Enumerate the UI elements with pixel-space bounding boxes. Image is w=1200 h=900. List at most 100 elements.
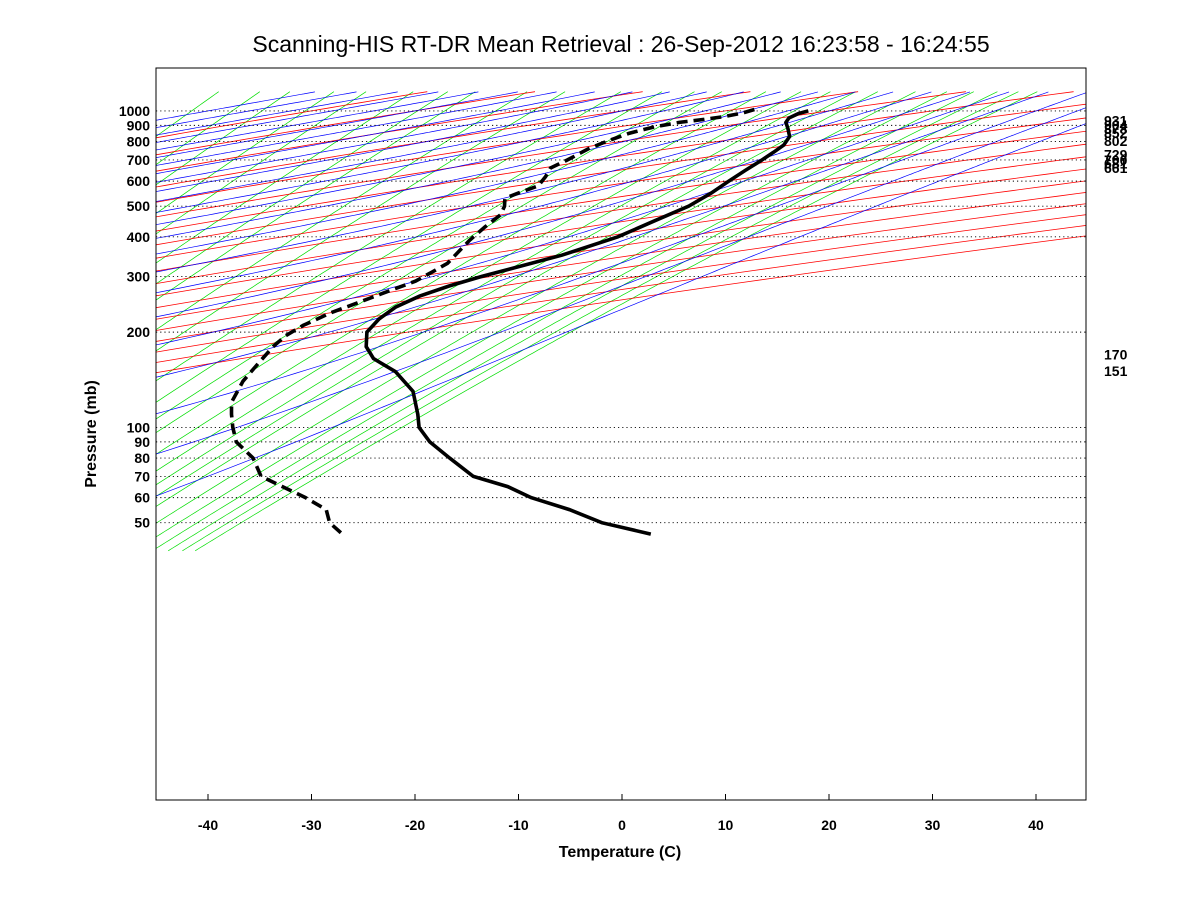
right-pressure-label: 170 (1104, 346, 1128, 362)
mixing-ratio-line (195, 91, 1038, 552)
dry-adiabat-line (156, 192, 1086, 331)
moist-adiabat-line (156, 91, 818, 239)
mixing-ratio-line (156, 91, 802, 472)
x-tick-label: -40 (198, 817, 218, 833)
moist-adiabat-line (156, 91, 633, 183)
dry-adiabat-line (156, 91, 859, 203)
x-tick-label: 0 (618, 817, 626, 833)
right-pressure-label: 904 (1104, 117, 1128, 133)
y-tick-label: 400 (127, 229, 151, 245)
plot-frame (155, 67, 1087, 801)
y-tick-label: 90 (134, 434, 150, 450)
dry-adiabat-line (156, 117, 1086, 259)
moist-adiabat-line (156, 91, 479, 151)
dry-adiabat-line (156, 103, 1086, 246)
dry-adiabat-line (156, 91, 751, 188)
dry-adiabat-line (156, 130, 1086, 272)
mixing-ratio-line (156, 91, 335, 214)
y-tick-label: 80 (134, 450, 150, 466)
mixing-ratio-line (156, 91, 448, 285)
mixing-ratio-line (156, 91, 722, 434)
y-tick-label: 200 (127, 324, 151, 340)
mixing-ratio-line (156, 91, 367, 235)
y-tick-label: 900 (127, 117, 151, 133)
mixing-ratio-line (156, 91, 621, 382)
y-axis-label: Pressure (mb) (83, 380, 100, 488)
moist-adiabat-line (156, 91, 894, 273)
x-tick-label: 40 (1028, 817, 1044, 833)
mixing-ratio-line (156, 91, 831, 486)
mixing-ratio-line (168, 91, 998, 552)
y-tick-label: 700 (127, 152, 151, 168)
x-tick-label: 10 (718, 817, 734, 833)
moist-adiabat-line (156, 91, 1010, 346)
right-pressure-label: 661 (1104, 160, 1128, 176)
mixing-ratio-line (156, 91, 916, 524)
x-tick-label: -10 (508, 817, 528, 833)
moist-adiabat-line (156, 91, 744, 213)
moist-adiabat-line (156, 91, 315, 121)
moist-adiabat-line (156, 91, 439, 143)
y-tick-label: 1000 (119, 103, 150, 119)
right-pressure-label: 700 (1104, 152, 1128, 168)
moist-adiabat-line (156, 91, 357, 128)
y-tick-label: 70 (134, 468, 150, 484)
mixing-ratio-line (156, 91, 974, 549)
dry-adiabat-line (156, 225, 1086, 363)
moist-adiabat-line (156, 123, 1086, 497)
moist-adiabat-line (156, 91, 781, 226)
dry-adiabat-line (156, 203, 1086, 342)
moist-adiabat-line (156, 91, 932, 294)
right-pressure-label: 878 (1104, 121, 1128, 137)
y-tick-label: 50 (134, 515, 150, 531)
right-pressure-label: 931 (1104, 113, 1128, 129)
x-axis-ticks: -40 -30 -20 -10 0 10 20 30 40 (198, 794, 1044, 833)
dry-adiabat-line (156, 91, 643, 172)
dewpoint-profile-line (229, 107, 755, 536)
mixing-ratio-line (156, 91, 414, 264)
moist-adiabat-line (156, 91, 971, 318)
moist-adiabat-line (156, 107, 1086, 455)
dry-adiabat-line (156, 235, 1086, 374)
moist-adiabat-line (156, 91, 398, 136)
x-tick-label: 30 (925, 817, 941, 833)
dry-adiabat-line (156, 214, 1086, 353)
dry-adiabat-line (156, 143, 1086, 285)
moist-adiabat-line (156, 91, 595, 175)
mixing-ratio-line (156, 91, 856, 497)
sounding-series (229, 107, 809, 536)
x-axis-label: Temperature (C) (559, 844, 681, 861)
moist-adiabat-line (156, 92, 1086, 415)
mixing-ratio-line (156, 91, 291, 186)
moist-adiabat-line (156, 91, 856, 255)
dry-adiabat-line (156, 156, 1086, 297)
mixing-ratio-line (156, 91, 948, 538)
moist-adiabat-line (156, 91, 518, 159)
right-pressure-label: 681 (1104, 156, 1128, 172)
y-tick-label: 100 (127, 419, 151, 435)
y-tick-label: 60 (134, 490, 150, 506)
mixing-ratio-line (156, 91, 662, 403)
right-pressure-label: 852 (1104, 125, 1128, 141)
right-pressure-label: 151 (1104, 363, 1128, 379)
x-tick-label: -20 (405, 817, 425, 833)
mixing-ratio-line (182, 91, 1019, 552)
moist-adiabat-line (156, 91, 557, 166)
y-tick-label: 500 (127, 198, 151, 214)
x-tick-label: 20 (821, 817, 837, 833)
mixing-ratio-line (156, 91, 566, 352)
mixing-ratio-line (156, 91, 528, 331)
x-tick-label: -30 (301, 817, 321, 833)
y-tick-label: 300 (127, 268, 151, 284)
right-pressure-label: 729 (1104, 146, 1128, 162)
moist-adiabat-line (156, 91, 707, 202)
dry-adiabat-line (156, 91, 1074, 232)
chart-title: Scanning-HIS RT-DR Mean Retrieval : 26-S… (252, 31, 989, 57)
right-pressure-label: 802 (1104, 133, 1128, 149)
moist-adiabat-line (156, 91, 670, 192)
temperature-profile-line (364, 109, 809, 536)
y-tick-label: 600 (127, 173, 151, 189)
